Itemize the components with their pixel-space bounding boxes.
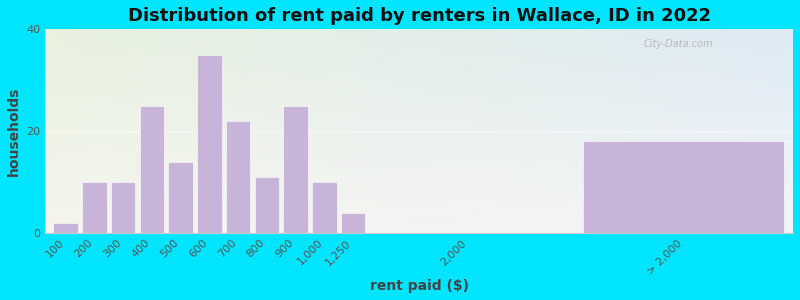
Bar <box>583 141 785 233</box>
Y-axis label: households: households <box>7 86 21 176</box>
Bar <box>226 121 250 233</box>
Bar <box>54 223 78 233</box>
Bar <box>197 55 222 233</box>
Bar <box>254 177 279 233</box>
Bar <box>169 162 193 233</box>
Title: Distribution of rent paid by renters in Wallace, ID in 2022: Distribution of rent paid by renters in … <box>128 7 711 25</box>
Bar <box>111 182 135 233</box>
X-axis label: rent paid ($): rent paid ($) <box>370 279 469 293</box>
Bar <box>82 182 106 233</box>
Bar <box>283 106 308 233</box>
Bar <box>341 213 366 233</box>
Text: City-Data.com: City-Data.com <box>643 40 713 50</box>
Bar <box>312 182 337 233</box>
Bar <box>140 106 164 233</box>
